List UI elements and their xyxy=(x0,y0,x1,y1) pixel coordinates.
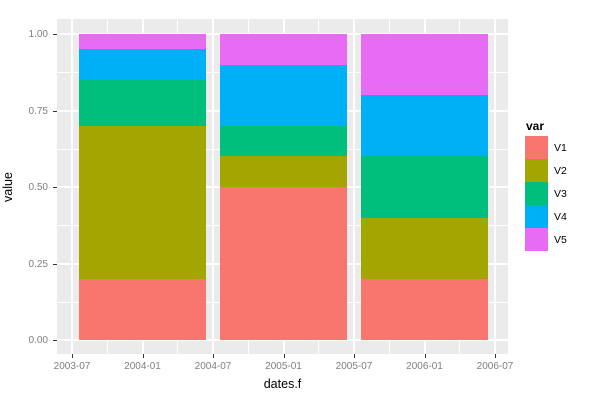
bar-segment-2006-01-V4 xyxy=(361,95,488,157)
legend-label-V1: V1 xyxy=(554,142,567,154)
x-tick-label: 2004-01 xyxy=(124,361,161,372)
bar-segment-2005-01-V4 xyxy=(220,64,347,126)
y-tick-mark xyxy=(53,263,57,265)
y-tick-label: 0.25 xyxy=(28,258,48,270)
x-tick-label: 2006-07 xyxy=(476,361,514,372)
y-tick-mark xyxy=(53,110,57,112)
plot-panel xyxy=(57,19,508,354)
x-tick-mark xyxy=(495,354,496,358)
x-tick-mark xyxy=(283,354,285,358)
x-tick-mark xyxy=(354,354,355,358)
bar-segment-2004-01-V1 xyxy=(79,278,206,340)
x-tick-mark xyxy=(213,354,214,358)
y-tick-mark xyxy=(53,187,57,188)
bar-segment-2005-01-V1 xyxy=(220,187,347,340)
bar-segment-2004-01-V3 xyxy=(79,79,206,126)
y-tick-label: 0.75 xyxy=(28,105,48,117)
bar-segment-2006-01-V3 xyxy=(361,156,488,218)
y-tick-label: 1.00 xyxy=(28,29,48,40)
x-axis-title: dates.f xyxy=(263,377,302,391)
bar-segment-2004-01-V5 xyxy=(79,34,206,50)
x-tick-mark xyxy=(72,354,73,358)
legend-title: var xyxy=(526,119,545,133)
legend-swatch-V4 xyxy=(525,205,548,228)
x-tick-mark xyxy=(142,354,144,358)
x-tick-label: 2006-01 xyxy=(406,361,443,372)
legend-swatch-V2 xyxy=(525,159,548,182)
bar-segment-2006-01-V2 xyxy=(361,217,488,279)
legend-swatch-V5 xyxy=(525,228,548,251)
legend-swatch-V3 xyxy=(525,182,548,205)
x-tick-label: 2004-07 xyxy=(194,361,232,372)
y-tick-mark xyxy=(53,340,57,341)
y-axis-title: value xyxy=(1,172,15,202)
x-tick-label: 2003-07 xyxy=(53,361,91,372)
bar-segment-2006-01-V1 xyxy=(361,278,488,340)
x-tick-label: 2005-01 xyxy=(265,361,302,372)
y-major-gridline xyxy=(57,339,508,341)
legend-label-V4: V4 xyxy=(554,211,567,223)
x-tick-mark xyxy=(424,354,426,358)
y-tick-label: 0.50 xyxy=(28,182,48,193)
bar-segment-2005-01-V5 xyxy=(220,34,347,65)
y-tick-mark xyxy=(53,34,57,35)
bar-segment-2004-01-V4 xyxy=(79,49,206,80)
legend-swatch-V1 xyxy=(525,136,548,159)
legend-label-V3: V3 xyxy=(554,188,567,200)
bar-segment-2006-01-V5 xyxy=(361,34,488,96)
bar-segment-2005-01-V3 xyxy=(220,125,347,157)
legend-label-V5: V5 xyxy=(554,234,567,246)
bar-segment-2005-01-V2 xyxy=(220,156,347,187)
x-tick-label: 2005-07 xyxy=(335,361,373,372)
bar-segment-2004-01-V2 xyxy=(79,125,206,279)
legend-label-V2: V2 xyxy=(554,165,567,177)
y-tick-label: 0.00 xyxy=(28,335,48,346)
